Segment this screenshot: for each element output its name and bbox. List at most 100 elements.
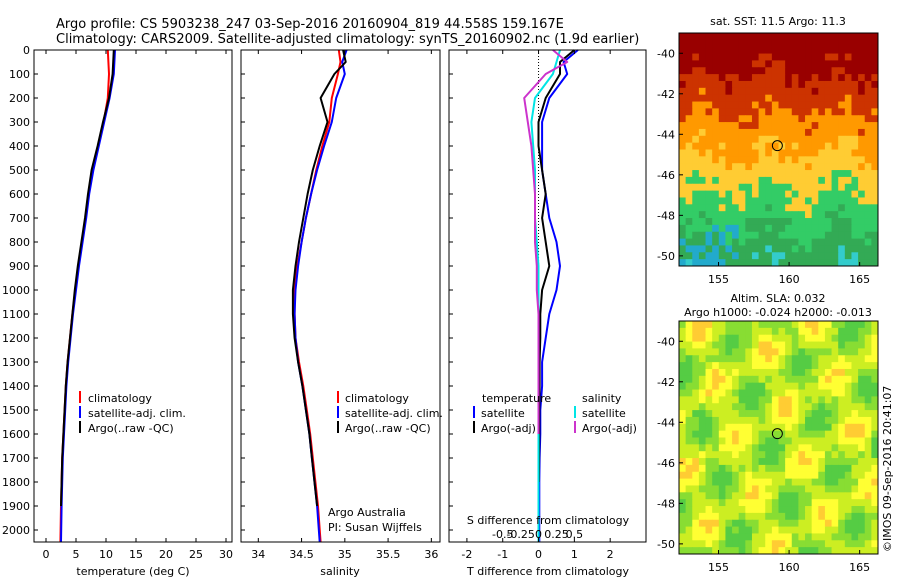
heatmap-cell [725,389,733,397]
heatmap-cell [805,403,813,411]
heatmap-cell [765,506,773,514]
heatmap-cell [778,389,786,397]
legend-label-argo: Argo(..raw -QC) [88,422,174,435]
heatmap-cell [805,327,813,336]
heatmap-cell [851,108,859,116]
heatmap-cell [765,444,773,452]
heatmap-cell [705,142,713,150]
heatmap-cell [785,478,793,486]
heatmap-cell [732,87,740,96]
heatmap-cell [871,423,879,432]
heatmap-cell [871,122,879,130]
heatmap-cell [851,211,859,219]
heatmap-cell [858,211,866,219]
heatmap-cell [871,53,879,61]
heatmap-cell [679,362,687,370]
heatmap-cell [712,101,720,109]
heatmap-cell [765,60,773,68]
heatmap-cell [811,403,819,411]
heatmap-cell [698,526,707,534]
heatmap-cell [811,547,819,555]
heatmap-cell [692,512,700,521]
heatmap-cell [765,224,773,233]
heatmap-cell [851,218,859,226]
heatmap-cell [725,334,733,343]
heatmap-cell [685,33,693,41]
heatmap-cell [851,53,859,61]
heatmap-cell [871,512,879,521]
heatmap-cell [778,362,786,370]
heatmap-cell [685,60,693,68]
heatmap-cell [844,204,852,212]
heatmap-cell [864,218,872,226]
heatmap-cell [725,355,733,363]
heatmap-cell [745,499,753,507]
heatmap-cell [811,362,819,370]
heatmap-cell [725,231,733,240]
heatmap-cell [805,142,813,150]
x-tick-label: 15 [129,548,143,561]
heatmap-cell [765,327,773,336]
heatmap-cell [831,375,839,384]
heatmap-cell [718,327,726,336]
heatmap-cell [805,87,813,96]
heatmap-cell [811,382,819,391]
heatmap-cell [844,348,852,356]
heatmap-cell [871,540,879,548]
heatmap-cell [778,368,786,377]
heatmap-cell [818,355,826,363]
heatmap-cell [791,259,799,267]
heatmap-cell [692,396,700,404]
heatmap-cell [712,74,720,82]
heatmap-cell [824,382,833,391]
heatmap-cell [785,94,793,103]
heatmap-cell [798,33,806,41]
heatmap-cell [725,547,733,555]
heatmap-cell [765,368,773,377]
temperature-x-axis-label: temperature (deg C) [76,565,189,578]
heatmap-cell [765,53,773,61]
heatmap-cell [679,471,687,480]
heatmap-cell [838,231,846,240]
heatmap-cell [791,115,799,123]
heatmap-cell [851,437,859,445]
heatmap-cell [718,170,726,178]
heatmap-cell [685,190,693,198]
heatmap-cell [838,526,846,534]
heatmap-cell [811,218,819,226]
heatmap-cell [692,67,700,75]
x-tick-label: -2 [461,548,472,561]
heatmap-cell [712,163,720,171]
heatmap-cell [718,149,726,157]
heatmap-cell [758,375,766,384]
heatmap-cell [798,190,806,198]
series-line-3 [523,49,569,434]
heatmap-cell [838,122,846,130]
heatmap-cell [725,423,733,432]
heatmap-cell [725,396,733,404]
heatmap-cell [732,327,740,336]
heatmap-cell [785,512,793,521]
heatmap-cell [858,485,866,493]
heatmap-cell [738,252,746,260]
heatmap-cell [798,506,806,514]
heatmap-cell [771,396,779,404]
heatmap-cell [679,115,687,123]
heatmap-cell [692,259,700,267]
heatmap-cell [692,183,700,192]
heatmap-cell [732,33,740,41]
heatmap-cell [838,533,846,541]
heatmap-cell [785,464,793,473]
heatmap-cell [798,39,806,48]
heatmap-cell [805,128,813,137]
heatmap-cell [811,451,819,459]
heatmap-cell [692,464,700,473]
heatmap-cell [811,437,819,445]
heatmap-cell [811,197,819,205]
heatmap-cell [738,389,746,397]
heatmap-cell [811,540,819,548]
heatmap-cell [751,423,760,432]
heatmap-cell [831,416,839,425]
heatmap-cell [844,526,852,534]
heatmap-cell [738,94,746,103]
